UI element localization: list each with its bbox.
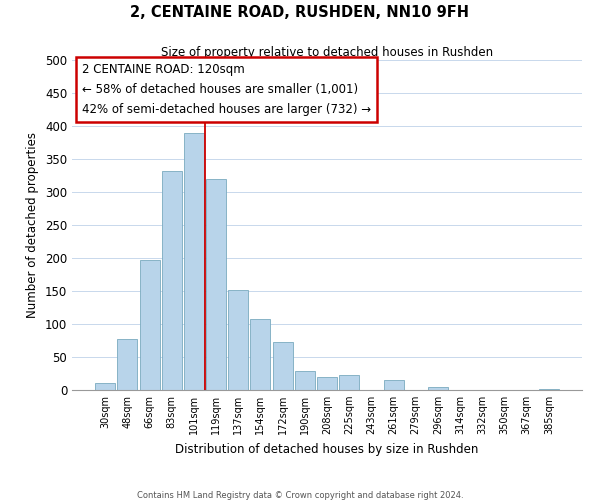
Bar [250,318,271,390]
Bar [118,338,137,390]
Bar [206,179,226,390]
Bar [184,132,204,390]
Text: 2, CENTAINE ROAD, RUSHDEN, NN10 9FH: 2, CENTAINE ROAD, RUSHDEN, NN10 9FH [131,5,470,20]
Y-axis label: Number of detached properties: Number of detached properties [26,132,40,318]
Bar [140,260,160,390]
Bar [317,378,337,390]
Text: Contains HM Land Registry data © Crown copyright and database right 2024.: Contains HM Land Registry data © Crown c… [137,490,463,500]
Bar [228,290,248,390]
Bar [272,342,293,390]
Bar [162,171,182,390]
Bar [539,388,559,390]
Bar [339,376,359,390]
Text: 2 CENTAINE ROAD: 120sqm
← 58% of detached houses are smaller (1,001)
42% of semi: 2 CENTAINE ROAD: 120sqm ← 58% of detache… [82,64,371,116]
Title: Size of property relative to detached houses in Rushden: Size of property relative to detached ho… [161,46,493,59]
Bar [428,386,448,390]
Bar [383,380,404,390]
X-axis label: Distribution of detached houses by size in Rushden: Distribution of detached houses by size … [175,442,479,456]
Bar [95,384,115,390]
Bar [295,371,315,390]
